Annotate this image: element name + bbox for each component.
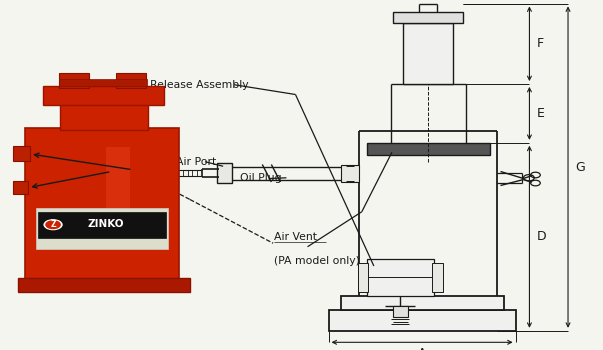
Text: Release Assembly: Release Assembly <box>150 80 248 90</box>
Bar <box>59 79 147 86</box>
Text: Z: Z <box>50 220 56 229</box>
Text: G: G <box>575 161 585 174</box>
Text: F: F <box>537 37 544 50</box>
Bar <box>36 208 168 248</box>
Bar <box>13 146 30 161</box>
Text: E: E <box>537 107 545 120</box>
Bar <box>13 181 28 194</box>
Bar <box>217 163 232 183</box>
Bar <box>106 147 130 210</box>
Bar <box>25 128 179 280</box>
Bar <box>432 262 443 292</box>
Text: Air Vent: Air Vent <box>274 231 317 242</box>
Text: A: A <box>418 347 426 350</box>
Text: (PA model only): (PA model only) <box>274 256 360 266</box>
Bar <box>60 102 148 130</box>
Bar <box>393 12 463 23</box>
Bar <box>341 164 359 182</box>
Bar <box>393 306 408 317</box>
Bar <box>358 262 368 292</box>
Text: Air Port: Air Port <box>176 157 216 167</box>
Bar <box>18 278 190 292</box>
Bar <box>367 143 490 155</box>
Text: ZINKO: ZINKO <box>87 219 124 229</box>
Circle shape <box>43 219 63 230</box>
Circle shape <box>45 220 61 229</box>
Text: D: D <box>537 230 546 243</box>
Bar <box>329 310 516 331</box>
Bar <box>367 259 434 296</box>
Bar <box>38 212 166 238</box>
Text: Oil Plug: Oil Plug <box>240 173 282 183</box>
Bar <box>43 86 164 105</box>
Bar <box>341 296 504 310</box>
Bar <box>116 74 146 88</box>
Bar <box>3 18 223 340</box>
Bar <box>59 74 89 88</box>
Bar <box>403 23 453 84</box>
